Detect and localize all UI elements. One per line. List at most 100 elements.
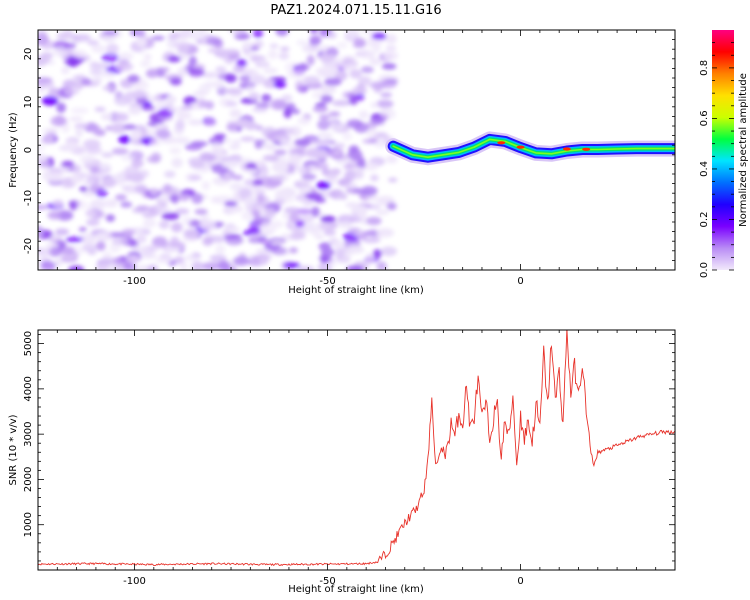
x-tick-label: -50: [319, 576, 335, 587]
noise-blob: [298, 62, 308, 72]
noise-blob: [290, 230, 302, 241]
heatmap-y-ticks: -20 -10 0 10 20: [23, 29, 675, 271]
noise-blob: [380, 92, 393, 98]
noise-blob: [111, 147, 129, 155]
noise-blob: [102, 30, 118, 36]
snr-panel: -100 -50 0 1000 2000 3000 4000 5000 Height of …: [8, 329, 676, 595]
noise-blob: [256, 193, 265, 204]
noise-blob: [273, 160, 288, 172]
noise-blob: [213, 133, 227, 140]
noise-blob: [305, 147, 323, 158]
noise-blob: [114, 96, 131, 106]
noise-blob: [329, 123, 345, 131]
noise-blob: [322, 85, 336, 94]
noise-blob: [173, 41, 191, 49]
noise-blob: [236, 59, 247, 67]
noise-blob: [105, 214, 116, 222]
noise-blob: [176, 111, 192, 120]
noise-blob: [38, 154, 49, 163]
noise-blob: [309, 30, 319, 34]
noise-blob: [171, 222, 183, 233]
noise-blob: [288, 153, 302, 163]
noise-blob: [44, 133, 55, 140]
noise-blob: [60, 66, 70, 75]
noise-blob: [86, 172, 105, 181]
noise-blob: [259, 143, 275, 149]
noise-blob: [388, 177, 398, 183]
noise-blob: [139, 60, 151, 68]
noise-blob: [163, 183, 172, 193]
noise-blob: [349, 95, 359, 106]
x-tick-label: -100: [123, 576, 146, 587]
noise-blob: [127, 74, 140, 84]
noise-blob: [115, 194, 127, 201]
noise-blob: [240, 136, 256, 142]
noise-blob: [228, 30, 237, 34]
noise-blob: [167, 106, 186, 113]
noise-blob: [61, 160, 75, 168]
noise-blob: [85, 146, 103, 155]
noise-blob: [246, 168, 258, 175]
noise-blob: [229, 108, 242, 118]
noise-blob: [370, 174, 379, 182]
colorbar-tick-label: 0.0: [699, 262, 710, 278]
heatmap-x-axis-label: Height of straight line (km): [288, 285, 424, 296]
noise-blob: [138, 169, 150, 178]
noise-blob: [360, 185, 378, 196]
noise-blob: [145, 69, 158, 78]
noise-blob: [179, 261, 188, 270]
noise-blob: [362, 237, 381, 244]
noise-blob: [200, 213, 210, 219]
noise-blob: [152, 236, 168, 248]
noise-blob: [56, 102, 66, 113]
noise-blob: [251, 74, 266, 85]
noise-blob: [167, 55, 181, 63]
noise-blob: [354, 122, 369, 133]
noise-blob: [349, 69, 362, 79]
noise-blob: [123, 262, 137, 270]
noise-blob: [385, 45, 397, 51]
noise-blob: [361, 66, 374, 74]
y-tick-label: -10: [23, 190, 34, 206]
noise-blob: [224, 87, 243, 95]
noise-blob: [295, 207, 312, 215]
noise-blob: [283, 107, 292, 119]
noise-blob: [324, 169, 339, 180]
noise-blob: [121, 228, 135, 237]
noise-blob: [309, 35, 322, 46]
noise-blob: [296, 265, 315, 270]
noise-blob: [314, 234, 325, 240]
noise-blob: [368, 137, 378, 144]
noise-blob: [64, 56, 81, 68]
noise-blob: [324, 77, 342, 86]
noise-blob: [253, 215, 264, 226]
noise-blob: [332, 154, 349, 160]
noise-blob: [87, 122, 96, 132]
noise-blob: [137, 30, 146, 40]
noise-blob: [131, 158, 144, 168]
noise-blob: [92, 62, 110, 69]
noise-blob: [242, 68, 260, 78]
noise-blob: [132, 90, 147, 99]
heatmap-y-axis-label: Frequency (Hz): [8, 112, 19, 188]
heatmap-frame: [37, 29, 676, 271]
noise-blob: [88, 67, 107, 77]
noise-blob: [297, 116, 311, 126]
noise-blob: [40, 260, 57, 270]
noise-blob: [110, 123, 127, 134]
noise-blob: [281, 94, 293, 102]
noise-blob: [71, 49, 87, 59]
noise-blob: [332, 57, 344, 69]
noise-blob: [264, 181, 278, 190]
colorbar-tick-label: 0.6: [699, 110, 710, 126]
noise-blob: [344, 30, 360, 39]
noise-blob: [370, 116, 384, 125]
noise-blob: [48, 247, 62, 257]
noise-blob: [248, 92, 260, 101]
noise-blob: [151, 35, 165, 41]
noise-blob: [233, 256, 250, 266]
noise-blob: [81, 77, 92, 86]
y-tick-label: 3000: [23, 421, 34, 446]
noise-blob: [65, 236, 84, 243]
noise-blob: [190, 140, 208, 147]
